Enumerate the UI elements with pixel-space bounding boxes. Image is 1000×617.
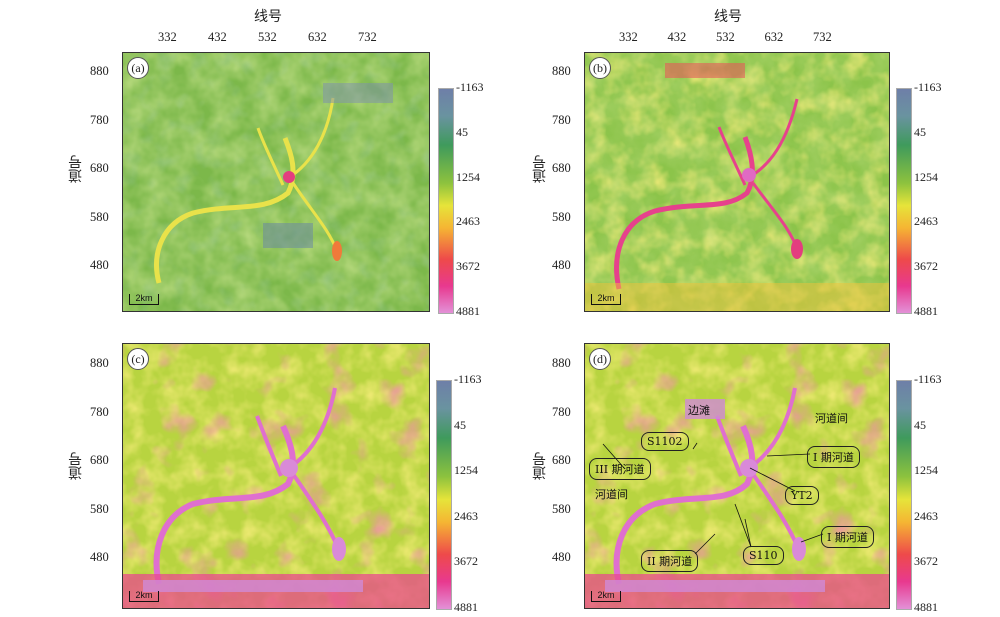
colorbar-label-d: 2463 [914,508,938,523]
colorbar-label-c: 4881 [454,600,478,614]
colorbar-label-c: 2463 [454,508,478,523]
scale-bar-d: 2km [591,591,621,602]
callout-phase2-channel-top: I 期河道 [821,526,874,548]
annotation-hedao-jian-left: 河道间 [595,488,628,501]
y-tick-label-d: 780 [552,404,571,419]
panel-c-label: (c) [127,348,149,370]
y-tick-label-c: 880 [90,356,109,370]
panel-b-map: (b) 2km [584,52,890,312]
annotation-hedao-jian-right: 河道间 [815,412,848,425]
scale-bar-a: 2km [129,294,159,305]
colorbar-label-a: 2463 [456,214,480,229]
y-tick-label-a: 880 [90,64,109,78]
colorbar-label-a: -1163 [456,80,484,94]
y-tick-label-c: 580 [90,501,109,516]
colorbar-label-a: 1254 [456,169,480,184]
x-axis-title-left: 线号 [254,9,282,25]
colorbar-b [896,88,912,314]
y-axis-title-d: 道号 [532,452,548,480]
x-tick-label-left: 632 [308,30,327,44]
y-axis-title-b: 道号 [532,155,548,183]
x-tick-label-right: 532 [716,30,735,44]
y-tick-label-a: 780 [90,112,109,127]
y-tick-label-b: 680 [552,161,571,175]
panel-d-map: (d) 2km 边滩 河道间 S1102 I 期河道 III 期河道 河道间 Y… [584,343,890,609]
y-axis-title-a: 道号 [68,155,84,183]
panel-a-label: (a) [127,57,149,79]
panel-d-label: (d) [589,348,611,370]
y-axis-title-c: 道号 [68,452,84,480]
colorbar-d [896,380,912,610]
y-tick-label-b: 880 [552,64,571,78]
y-tick-label-d: 680 [552,453,571,467]
colorbar-label-b: 45 [914,124,926,139]
colorbar-label-a: 3672 [456,259,480,274]
colorbar-label-d: 1254 [914,463,938,478]
colorbar-label-c: 45 [454,417,466,432]
y-tick-label-d: 880 [552,356,571,370]
annotation-bian-tan: 边滩 [688,404,710,417]
colorbar-label-b: 4881 [914,304,938,318]
colorbar-label-a: 4881 [456,304,480,318]
panel-b-label: (b) [589,57,611,79]
colorbar-label-d: -1163 [914,372,942,386]
x-tick-label-right: 732 [813,30,832,44]
x-tick-label-right: 332 [619,30,638,44]
callout-phase3-channel: III 期河道 [589,458,651,480]
colorbar-label-b: -1163 [914,80,942,94]
panel-a-map: (a) 2km [122,52,430,312]
x-tick-label-right: 432 [667,30,687,44]
scale-bar-b: 2km [591,294,621,305]
y-tick-label-d: 480 [552,550,571,564]
colorbar-label-b: 3672 [914,259,938,274]
callout-s110: S110 [743,546,784,565]
y-tick-label-d: 580 [552,501,571,516]
y-tick-label-b: 480 [552,258,571,272]
x-tick-label-right: 632 [764,30,784,44]
callout-s1102: S1102 [641,432,689,451]
y-tick-label-a: 580 [90,209,109,224]
y-tick-label-b: 780 [552,112,571,127]
colorbar-c [436,380,452,610]
y-tick-label-a: 680 [90,161,109,175]
scale-bar-c: 2km [129,591,159,602]
colorbar-label-c: 1254 [454,463,478,478]
colorbar-label-a: 45 [456,124,468,139]
x-tick-label-left: 332 [158,30,177,44]
colorbar-label-d: 3672 [914,554,938,569]
panel-c-map: (c) 2km [122,343,430,609]
colorbar-label-c: -1163 [454,372,482,386]
colorbar-label-d: 45 [914,417,926,432]
y-tick-label-c: 480 [90,550,109,564]
colorbar-label-d: 4881 [914,600,938,614]
y-tick-label-c: 680 [90,453,109,467]
colorbar-label-c: 3672 [454,554,478,569]
x-tick-label-left: 532 [258,30,277,44]
callout-phase1-channel: I 期河道 [807,446,860,468]
y-tick-label-a: 480 [90,258,109,272]
x-tick-label-left: 732 [358,30,377,44]
colorbar-label-b: 2463 [914,214,938,229]
y-tick-label-c: 780 [90,404,109,419]
callout-yt2: YT2 [785,486,819,505]
y-tick-label-b: 580 [552,209,571,224]
colorbar-label-b: 1254 [914,169,938,184]
colorbar-a [438,88,454,314]
x-tick-label-left: 432 [208,30,227,44]
x-axis-title-right: 线号 [714,9,742,25]
callout-phase2-channel: II 期河道 [641,550,699,572]
